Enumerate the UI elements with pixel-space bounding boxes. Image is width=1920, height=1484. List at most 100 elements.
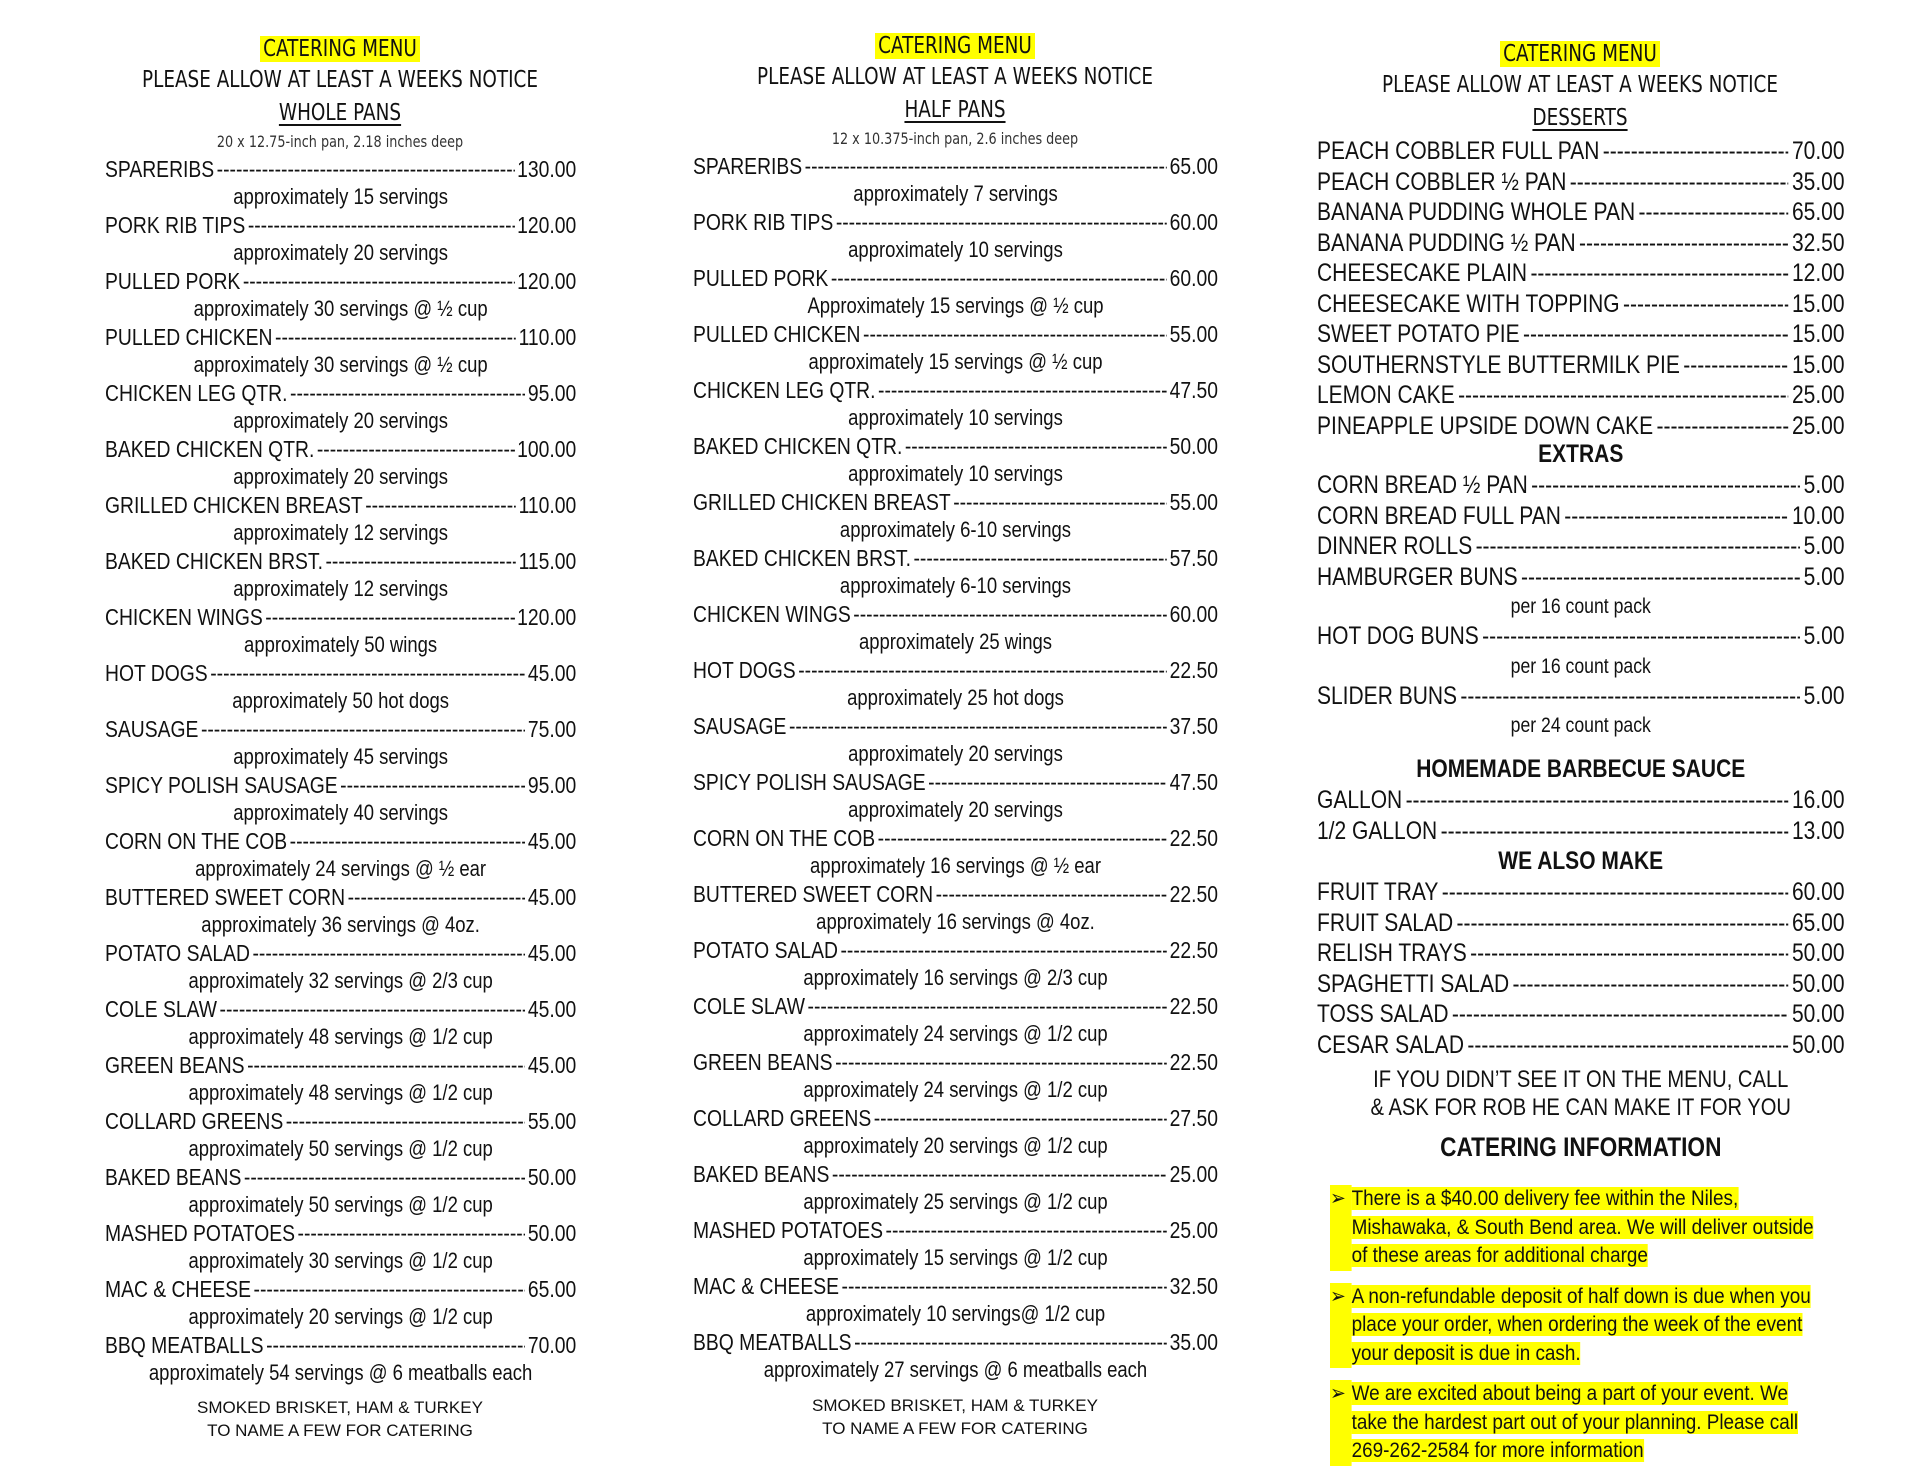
dotted-leader [1683, 350, 1788, 381]
item-name: TOSS SALAD [1317, 1000, 1449, 1028]
item-note: approximately 48 servings @ 1/2 cup [188, 1024, 493, 1049]
dotted-leader [201, 715, 525, 743]
menu-item: SPARERIBS 65.00 [693, 152, 1218, 180]
menu-item: COLE SLAW 45.00 [105, 995, 576, 1023]
item-name: HOT DOGS [693, 657, 796, 683]
dotted-leader [805, 152, 1167, 180]
item-price: 15.00 [1791, 289, 1845, 318]
item-price: 55.00 [1169, 489, 1218, 515]
menu-item: SOUTHERNSTYLE BUTTERMILK PIE 15.00 [1317, 350, 1845, 381]
item-name: CHICKEN LEG QTR. [105, 380, 288, 406]
dotted-leader [832, 1160, 1167, 1188]
item-name: SWEET POTATO PIE [1317, 320, 1520, 348]
dotted-leader [275, 323, 516, 351]
menu-item: GRILLED CHICKEN BREAST 55.00 [693, 488, 1218, 516]
catering-info-list: ➢ There is a $40.00 delivery fee within t… [1330, 1185, 1816, 1478]
item-note: approximately 30 servings @ 1/2 cup [188, 1248, 493, 1273]
menu-item: POTATO SALAD 22.50 [693, 936, 1218, 964]
item-note: per 16 count pack [1510, 595, 1651, 618]
item-note: approximately 20 servings [848, 741, 1063, 766]
dotted-leader [836, 208, 1167, 236]
item-name: CORN BREAD ½ PAN [1317, 471, 1528, 499]
dotted-leader [1458, 380, 1789, 411]
item-note: approximately 12 servings [233, 520, 448, 545]
item-price: 115.00 [518, 548, 577, 574]
footer-line: TO NAME A FEW FOR CATERING [207, 1421, 473, 1440]
item-price: 120.00 [517, 212, 577, 238]
item-name: PINEAPPLE UPSIDE DOWN CAKE [1317, 411, 1654, 440]
item-name: BAKED CHICKEN QTR. [105, 436, 315, 462]
middle-footer: SMOKED BRISKET, HAM & TURKEY TO NAME A F… [705, 1394, 1205, 1440]
item-price: 22.50 [1169, 825, 1218, 851]
dotted-leader [365, 491, 516, 519]
item-price: 45.00 [527, 1052, 577, 1078]
item-name: PULLED CHICKEN [105, 324, 273, 350]
item-price: 35.00 [1791, 167, 1845, 196]
dotted-leader [953, 488, 1167, 516]
dotted-leader [1523, 319, 1789, 350]
item-note: approximately 16 servings @ 4oz. [816, 909, 1095, 934]
item-price: 47.50 [1169, 769, 1218, 795]
item-name: GRILLED CHICKEN BREAST [105, 492, 363, 518]
item-price: 45.00 [527, 828, 577, 854]
item-note: approximately 45 servings [233, 744, 448, 769]
item-note: approximately 32 servings @ 2/3 cup [188, 968, 493, 993]
dotted-leader [842, 1272, 1168, 1300]
dotted-leader [1470, 938, 1788, 969]
item-price: 25.00 [1791, 411, 1845, 440]
item-note: approximately 12 servings [233, 576, 448, 601]
item-price: 130.00 [517, 156, 577, 182]
dotted-leader [1467, 1030, 1788, 1061]
menu-item: BAKED CHICKEN QTR. 50.00 [693, 432, 1218, 460]
section-title: HALF PANS [904, 97, 1006, 123]
dotted-leader [878, 824, 1167, 852]
dotted-leader [798, 656, 1167, 684]
dotted-leader [248, 211, 515, 239]
item-name: HOT DOGS [105, 660, 208, 686]
item-note: approximately 20 servings [233, 464, 448, 489]
item-note: approximately 16 servings @ ½ ear [810, 853, 1101, 878]
item-name: BUTTERED SWEET CORN [105, 884, 346, 910]
item-name: BUTTERED SWEET CORN [693, 881, 934, 907]
item-price: 95.00 [527, 380, 577, 406]
dotted-leader [220, 995, 526, 1023]
menu-item: CHICKEN LEG QTR. 47.50 [693, 376, 1218, 404]
sauce-list: GALLON 16.00 1/2 GALLON 13.00 [1317, 785, 1845, 846]
item-note: approximately 10 servings@ 1/2 cup [805, 1301, 1106, 1326]
menu-item: SLIDER BUNS 5.00 [1317, 681, 1845, 712]
item-note: approximately 10 servings [848, 237, 1063, 262]
menu-item: SAUSAGE 75.00 [105, 715, 576, 743]
menu-title: CATERING MENU [259, 36, 421, 62]
item-name: GALLON [1317, 786, 1403, 814]
menu-item: BAKED CHICKEN QTR. 100.00 [105, 435, 576, 463]
pan-spec: 20 x 12.75-inch pan, 2.18 inches deep [216, 132, 464, 151]
dotted-leader [217, 155, 515, 183]
dotted-leader [1603, 136, 1789, 167]
item-name: SPAGHETTI SALAD [1317, 969, 1510, 998]
item-price: 120.00 [517, 268, 577, 294]
item-price: 110.00 [518, 324, 577, 350]
dotted-leader [290, 379, 525, 407]
menu-item: SAUSAGE 37.50 [693, 712, 1218, 740]
item-name: PORK RIB TIPS [105, 212, 246, 238]
item-price: 60.00 [1169, 601, 1218, 627]
item-price: 95.00 [527, 772, 577, 798]
info-bullet: ➢ We are excited about being a part of yo… [1330, 1380, 1816, 1466]
menu-item: FRUIT SALAD 65.00 [1317, 908, 1845, 939]
dotted-leader [1639, 197, 1789, 228]
dotted-leader [936, 880, 1168, 908]
item-price: 110.00 [518, 492, 577, 518]
item-name: SPARERIBS [105, 156, 215, 182]
item-name: MASHED POTATOES [693, 1217, 884, 1243]
menu-item: CHICKEN WINGS 60.00 [693, 600, 1218, 628]
menu-item: BAKED CHICKEN BRST. 57.50 [693, 544, 1218, 572]
item-name: PORK RIB TIPS [693, 209, 834, 235]
menu-item: PINEAPPLE UPSIDE DOWN CAKE 25.00 [1317, 411, 1845, 442]
menu-item: GRILLED CHICKEN BREAST 110.00 [105, 491, 576, 519]
dotted-leader [210, 659, 525, 687]
item-name: BAKED CHICKEN BRST. [693, 545, 911, 571]
item-price: 5.00 [1803, 681, 1845, 710]
item-price: 32.50 [1791, 228, 1845, 257]
item-price: 50.00 [1791, 969, 1845, 998]
menu-item: TOSS SALAD 50.00 [1317, 999, 1845, 1030]
